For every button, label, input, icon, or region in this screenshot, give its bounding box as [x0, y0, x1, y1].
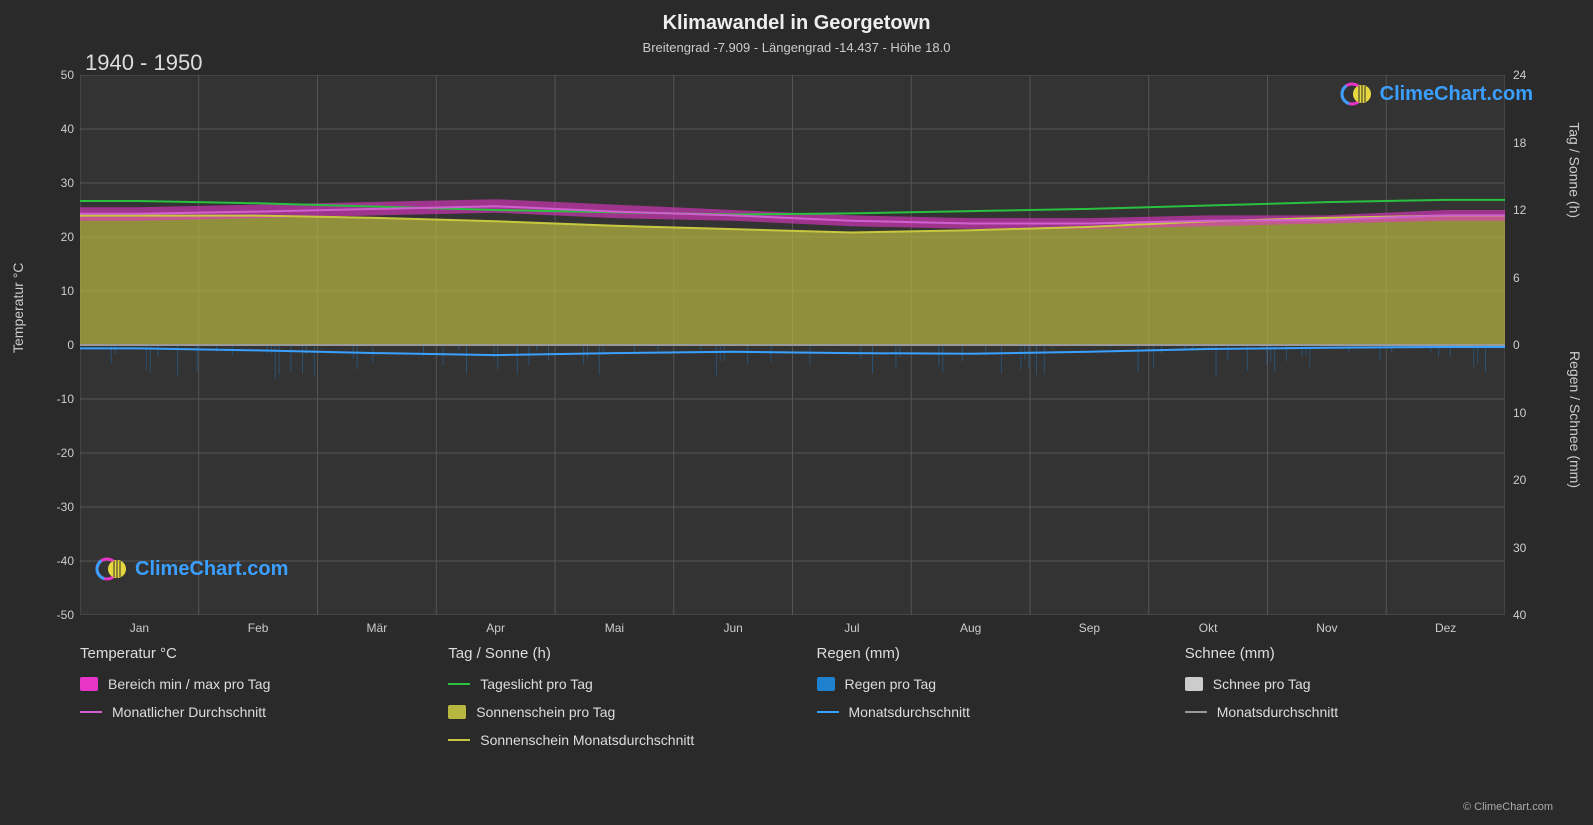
legend-label: Tageslicht pro Tag [480, 676, 593, 692]
y-tick-right-top: 18 [1513, 136, 1526, 150]
legend-item: Monatsdurchschnitt [1185, 704, 1513, 720]
legend-item: Sonnenschein Monatsdurchschnitt [448, 732, 776, 748]
y-axis-right-top-label: Tag / Sonne (h) [1567, 122, 1583, 218]
legend-header: Schnee (mm) [1185, 645, 1513, 662]
x-tick: Sep [1079, 621, 1100, 635]
legend-item: Tageslicht pro Tag [448, 676, 776, 692]
legend-header: Regen (mm) [817, 645, 1145, 662]
y-tick-left: -20 [44, 446, 74, 460]
legend-item: Bereich min / max pro Tag [80, 676, 408, 692]
legend-swatch [80, 711, 102, 713]
y-tick-left: 10 [44, 284, 74, 298]
legend-item: Schnee pro Tag [1185, 676, 1513, 692]
x-tick: Nov [1316, 621, 1337, 635]
x-tick: Mai [605, 621, 624, 635]
watermark-text: ClimeChart.com [135, 558, 288, 581]
y-tick-left: -50 [44, 608, 74, 622]
x-tick: Jul [844, 621, 859, 635]
y-axis-right-bottom-label: Regen / Schnee (mm) [1567, 351, 1583, 488]
y-axis-left-label: Temperatur °C [10, 263, 26, 353]
legend-swatch [448, 739, 470, 741]
x-tick: Jan [130, 621, 149, 635]
legend-label: Sonnenschein pro Tag [476, 704, 615, 720]
x-tick: Dez [1435, 621, 1456, 635]
plot-svg [80, 75, 1505, 615]
legend-label: Monatsdurchschnitt [849, 704, 970, 720]
x-tick: Jun [723, 621, 742, 635]
copyright: © ClimeChart.com [1463, 801, 1553, 813]
legend-group: Temperatur °C Bereich min / max pro Tag Mo… [80, 645, 408, 760]
legend-item: Monatsdurchschnitt [817, 704, 1145, 720]
y-tick-right-bottom: 40 [1513, 608, 1526, 622]
legend-label: Sonnenschein Monatsdurchschnitt [480, 732, 694, 748]
legend-header: Tag / Sonne (h) [448, 645, 776, 662]
y-tick-left: 20 [44, 230, 74, 244]
y-tick-right-bottom: 30 [1513, 541, 1526, 555]
period-label: 1940 - 1950 [85, 50, 202, 76]
legend-item: Monatlicher Durchschnitt [80, 704, 408, 720]
plot-area [80, 75, 1505, 615]
legend-label: Bereich min / max pro Tag [108, 676, 270, 692]
y-tick-left: 0 [44, 338, 74, 352]
watermark-logo-icon [95, 555, 129, 583]
legend-group: Schnee (mm) Schnee pro Tag Monatsdurchschn… [1185, 645, 1513, 760]
legend-label: Monatlicher Durchschnitt [112, 704, 266, 720]
watermark: ClimeChart.com [95, 555, 288, 583]
watermark-logo-icon [1340, 80, 1374, 108]
chart-container: Klimawandel in Georgetown Breitengrad -7… [0, 0, 1593, 825]
y-tick-left: -30 [44, 500, 74, 514]
legend-swatch [817, 711, 839, 713]
x-tick: Okt [1199, 621, 1218, 635]
y-tick-left: -10 [44, 392, 74, 406]
y-tick-left: 50 [44, 68, 74, 82]
y-tick-right-top: 6 [1513, 271, 1520, 285]
chart-subtitle: Breitengrad -7.909 - Längengrad -14.437 … [0, 40, 1593, 55]
y-tick-right-bottom: 10 [1513, 406, 1526, 420]
watermark-text: ClimeChart.com [1380, 83, 1533, 106]
legend-swatch [1185, 711, 1207, 713]
legend-swatch [448, 705, 466, 719]
legend-header: Temperatur °C [80, 645, 408, 662]
chart-title: Klimawandel in Georgetown [0, 12, 1593, 35]
legend-label: Monatsdurchschnitt [1217, 704, 1338, 720]
x-tick: Aug [960, 621, 981, 635]
legend-label: Regen pro Tag [845, 676, 937, 692]
watermark: ClimeChart.com [1340, 80, 1533, 108]
y-tick-right-top: 0 [1513, 338, 1520, 352]
y-tick-right-top: 12 [1513, 203, 1526, 217]
legend-swatch [817, 677, 835, 691]
legend-group: Tag / Sonne (h) Tageslicht pro Tag Sonnens… [448, 645, 776, 760]
x-tick: Feb [248, 621, 269, 635]
y-tick-left: 40 [44, 122, 74, 136]
legend-swatch [448, 683, 470, 685]
y-tick-right-bottom: 20 [1513, 473, 1526, 487]
y-tick-left: -40 [44, 554, 74, 568]
legend-item: Regen pro Tag [817, 676, 1145, 692]
legend-swatch [1185, 677, 1203, 691]
x-tick: Mär [367, 621, 388, 635]
legend-group: Regen (mm) Regen pro Tag Monatsdurchschnit… [817, 645, 1145, 760]
legend-swatch [80, 677, 98, 691]
x-tick: Apr [486, 621, 505, 635]
legend-label: Schnee pro Tag [1213, 676, 1311, 692]
legend-item: Sonnenschein pro Tag [448, 704, 776, 720]
legend: Temperatur °C Bereich min / max pro Tag Mo… [80, 645, 1513, 760]
y-tick-left: 30 [44, 176, 74, 190]
